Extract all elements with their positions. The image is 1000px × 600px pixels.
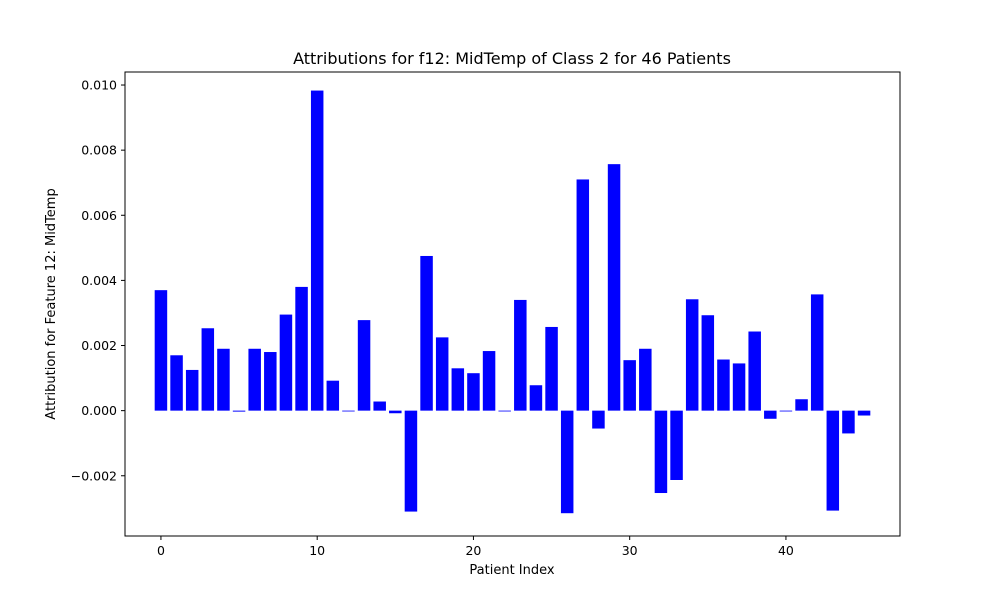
- bar-patient-14: [373, 401, 386, 411]
- plot-frame: [124, 71, 901, 537]
- bar-patient-21: [482, 351, 496, 411]
- bar-patient-13: [357, 320, 371, 411]
- y-axis-ticks: −0.002 0.000 0.002 0.004 0.006 0.008 0.010: [71, 78, 125, 483]
- bar-patient-44: [842, 410, 855, 434]
- bar-patient-25: [545, 326, 558, 411]
- x-tick-label: 30: [622, 543, 638, 558]
- y-tick-label: 0.010: [81, 78, 117, 93]
- bar-patient-45: [857, 410, 871, 416]
- bar-patient-33: [670, 410, 683, 480]
- bar-patient-29: [607, 164, 621, 411]
- bar-patient-24: [529, 385, 543, 411]
- y-tick-label: 0.006: [81, 208, 117, 223]
- bar-patient-4: [217, 348, 230, 411]
- bar-patient-7: [264, 352, 277, 411]
- bars-group: [154, 90, 871, 514]
- bar-patient-19: [451, 368, 465, 411]
- bar-patient-1: [170, 355, 183, 411]
- y-tick-label: 0.002: [81, 338, 117, 353]
- bar-patient-35: [701, 315, 715, 411]
- bar-patient-34: [685, 299, 699, 411]
- bar-patient-26: [560, 410, 574, 514]
- y-tick-label: 0.008: [81, 143, 117, 158]
- bar-patient-11: [326, 380, 340, 411]
- bar-patient-30: [623, 360, 636, 411]
- bar-patient-17: [420, 255, 433, 411]
- bar-patient-9: [295, 286, 308, 411]
- chart-title: Attributions for f12: MidTemp of Class 2…: [293, 49, 731, 68]
- y-tick-label: −0.002: [71, 468, 117, 483]
- x-tick-label: 10: [309, 543, 325, 558]
- bar-patient-27: [576, 179, 590, 411]
- x-tick-label: 0: [157, 543, 165, 558]
- bar-patient-23: [514, 299, 527, 411]
- bar-patient-16: [404, 410, 418, 512]
- bar-patient-43: [826, 410, 840, 511]
- x-tick-label: 20: [465, 543, 481, 558]
- bar-patient-3: [201, 328, 215, 411]
- bar-patient-38: [748, 331, 761, 411]
- bar-patient-31: [639, 348, 652, 411]
- x-tick-label: 40: [778, 543, 794, 558]
- bar-patient-42: [810, 294, 824, 411]
- bar-patient-37: [732, 363, 746, 411]
- bar-patient-0: [154, 290, 168, 411]
- bar-patient-18: [435, 337, 449, 411]
- bar-patient-12: [342, 410, 355, 412]
- bar-patient-36: [717, 359, 730, 411]
- bar-patient-8: [279, 314, 293, 411]
- bar-patient-20: [467, 373, 480, 411]
- bar-patient-6: [248, 348, 261, 411]
- bar-patient-41: [795, 399, 808, 411]
- y-tick-label: 0.000: [81, 403, 117, 418]
- bar-patient-15: [389, 410, 402, 414]
- x-axis-label: Patient Index: [469, 563, 554, 578]
- bar-patient-28: [592, 410, 605, 429]
- bar-patient-40: [779, 410, 793, 412]
- bar-patient-5: [232, 410, 246, 412]
- y-axis-label: Attribution for Feature 12: MidTemp: [44, 188, 59, 419]
- bar-patient-2: [185, 369, 199, 411]
- x-axis-ticks: 0 10 20 30 40: [157, 536, 794, 558]
- bar-patient-10: [310, 90, 324, 411]
- bar-patient-22: [498, 410, 511, 412]
- bar-patient-32: [654, 410, 668, 494]
- y-tick-label: 0.004: [81, 273, 117, 288]
- bar-patient-39: [764, 410, 777, 419]
